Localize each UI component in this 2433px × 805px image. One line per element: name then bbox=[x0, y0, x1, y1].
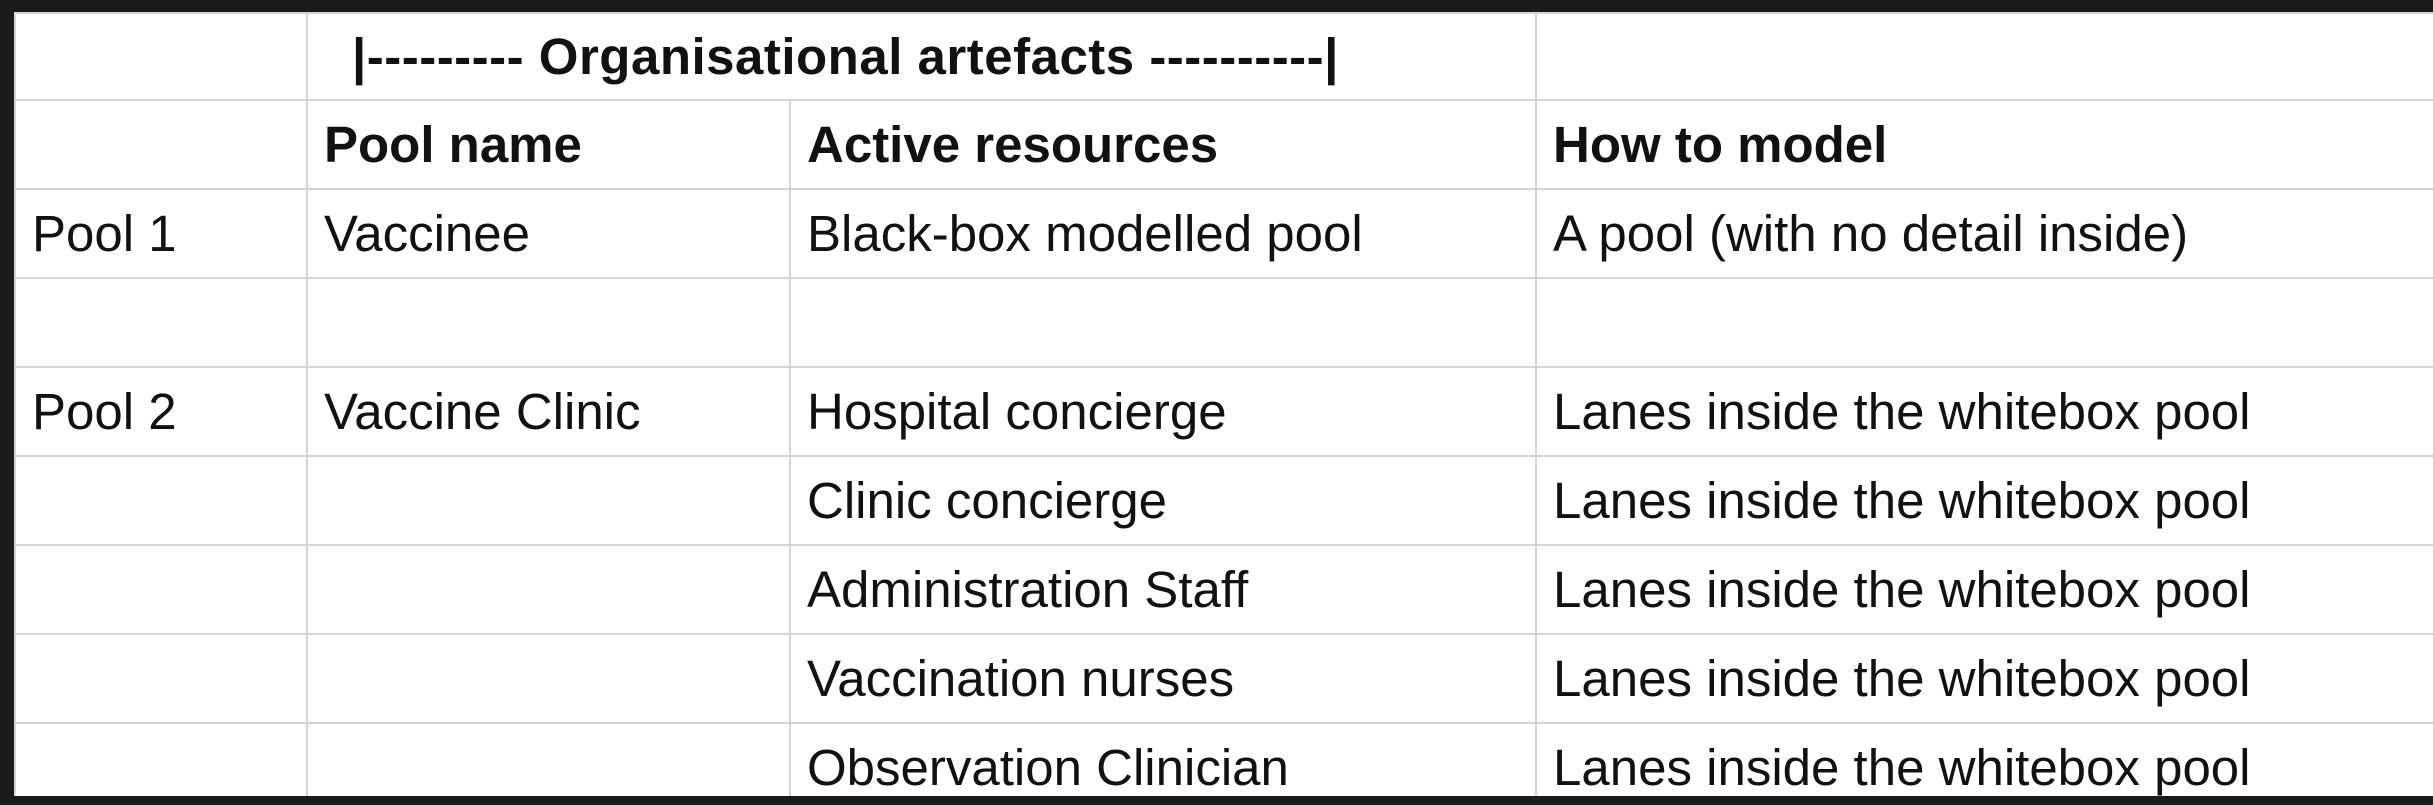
active-resource-cell[interactable]: Black-box modelled pool bbox=[788, 188, 1538, 279]
active-resource-cell[interactable]: Hospital concierge bbox=[788, 366, 1538, 457]
column-header-row: Pool name Active resources How to model bbox=[14, 99, 2433, 190]
group-header-row: |--------- Organisational artefacts ----… bbox=[14, 12, 2433, 101]
pool-id-cell[interactable]: Pool 1 bbox=[14, 188, 308, 279]
pool-name-cell[interactable] bbox=[306, 544, 791, 635]
active-resource-cell[interactable] bbox=[788, 277, 1538, 368]
how-to-model-cell[interactable]: Lanes inside the whitebox pool bbox=[1535, 366, 2433, 457]
pool-name-cell[interactable] bbox=[306, 633, 791, 724]
pool-name-cell[interactable] bbox=[306, 455, 791, 546]
how-to-model-cell[interactable]: A pool (with no detail inside) bbox=[1535, 188, 2433, 279]
table-row: Pool 1 Vaccinee Black-box modelled pool … bbox=[14, 188, 2433, 279]
empty-cell[interactable] bbox=[14, 12, 308, 101]
active-resource-cell[interactable]: Observation Clinician bbox=[788, 722, 1538, 796]
column-header-how-to-model[interactable]: How to model bbox=[1535, 99, 2433, 190]
table-row: Pool 2 Vaccine Clinic Hospital concierge… bbox=[14, 366, 2433, 457]
group-header-title[interactable]: |--------- Organisational artefacts ----… bbox=[305, 12, 1538, 101]
active-resource-cell[interactable]: Administration Staff bbox=[788, 544, 1538, 635]
pools-table: |--------- Organisational artefacts ----… bbox=[14, 12, 2433, 796]
pool-id-cell[interactable] bbox=[14, 722, 308, 796]
table-row: Administration Staff Lanes inside the wh… bbox=[14, 544, 2433, 635]
how-to-model-cell[interactable]: Lanes inside the whitebox pool bbox=[1535, 633, 2433, 724]
active-resource-cell[interactable]: Vaccination nurses bbox=[788, 633, 1538, 724]
table-row: Observation Clinician Lanes inside the w… bbox=[14, 722, 2433, 796]
column-header-pool-name[interactable]: Pool name bbox=[306, 99, 791, 190]
column-header[interactable] bbox=[14, 99, 308, 190]
pool-id-cell[interactable] bbox=[14, 277, 308, 368]
active-resource-cell[interactable]: Clinic concierge bbox=[788, 455, 1538, 546]
how-to-model-cell[interactable]: Lanes inside the whitebox pool bbox=[1535, 544, 2433, 635]
pool-name-cell[interactable]: Vaccine Clinic bbox=[306, 366, 791, 457]
pool-name-cell[interactable] bbox=[306, 722, 791, 796]
table-row bbox=[14, 277, 2433, 368]
pool-name-cell[interactable] bbox=[306, 277, 791, 368]
pool-id-cell[interactable] bbox=[14, 455, 308, 546]
empty-cell[interactable] bbox=[1535, 12, 2433, 101]
how-to-model-cell[interactable]: Lanes inside the whitebox pool bbox=[1535, 455, 2433, 546]
table-row: Vaccination nurses Lanes inside the whit… bbox=[14, 633, 2433, 724]
pool-id-cell[interactable]: Pool 2 bbox=[14, 366, 308, 457]
pool-id-cell[interactable] bbox=[14, 544, 308, 635]
column-header-active-resources[interactable]: Active resources bbox=[788, 99, 1538, 190]
how-to-model-cell[interactable] bbox=[1535, 277, 2433, 368]
pool-id-cell[interactable] bbox=[14, 633, 308, 724]
how-to-model-cell[interactable]: Lanes inside the whitebox pool bbox=[1535, 722, 2433, 796]
table-row: Clinic concierge Lanes inside the whiteb… bbox=[14, 455, 2433, 546]
pool-name-cell[interactable]: Vaccinee bbox=[306, 188, 791, 279]
spreadsheet-frame: |--------- Organisational artefacts ----… bbox=[14, 12, 2433, 796]
